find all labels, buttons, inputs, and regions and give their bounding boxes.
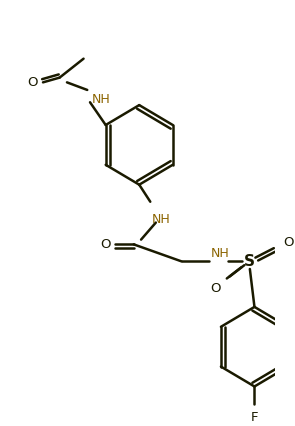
Text: O: O <box>283 236 294 249</box>
Text: S: S <box>244 254 255 269</box>
Text: NH: NH <box>211 247 230 259</box>
Text: F: F <box>251 411 258 424</box>
Text: O: O <box>100 238 110 251</box>
Text: O: O <box>210 282 220 295</box>
Text: NH: NH <box>152 213 171 226</box>
Text: NH: NH <box>92 93 111 106</box>
Text: O: O <box>28 76 38 89</box>
